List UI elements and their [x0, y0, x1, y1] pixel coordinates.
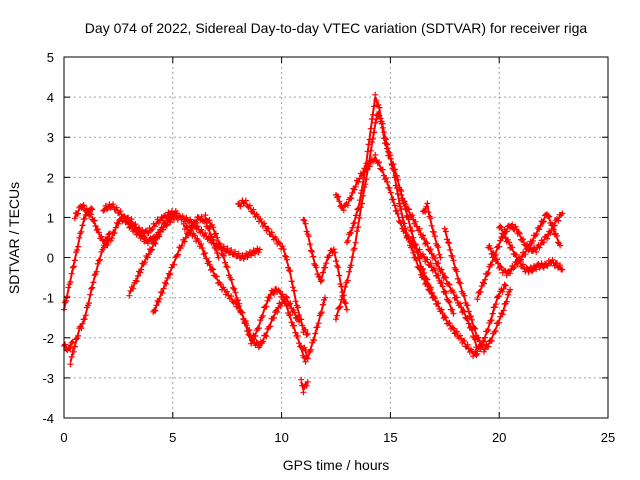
- plot-frame: [63, 56, 609, 419]
- series-layer: [61, 91, 566, 396]
- y-tick-label: 1: [47, 210, 54, 225]
- data-series-track-11: [298, 376, 311, 396]
- y-tick-label: 5: [47, 50, 54, 65]
- data-series-track-18: [420, 200, 444, 261]
- x-tick-label: 15: [383, 430, 397, 445]
- series-line: [345, 96, 478, 355]
- data-series-track-12: [300, 294, 329, 362]
- data-series-track-22: [496, 223, 566, 275]
- series-markers: [333, 152, 457, 317]
- data-series-track-19: [441, 225, 514, 355]
- y-tick-label: -1: [42, 291, 54, 306]
- series-markers: [67, 230, 113, 368]
- x-tick-label: 25: [601, 430, 615, 445]
- series-line: [237, 200, 309, 335]
- series-line: [102, 204, 261, 259]
- x-axis-label: GPS time / hours: [283, 457, 390, 473]
- data-series-track-17: [398, 192, 509, 355]
- data-series-track-9: [202, 212, 309, 365]
- chart-title: Day 074 of 2022, Sidereal Day-to-day VTE…: [85, 20, 588, 36]
- axis-ticks: 0 5 10 15 20 25 -4 -3 -2 -1 0 1 2 3 4 5: [42, 50, 615, 445]
- x-tick-label: 5: [169, 430, 176, 445]
- series-markers: [496, 223, 566, 275]
- y-tick-label: -2: [42, 331, 54, 346]
- y-tick-label: 2: [47, 170, 54, 185]
- data-series-track-6: [126, 210, 178, 299]
- series-markers: [300, 294, 329, 362]
- y-axis-label: SDTVAR / TECUs: [6, 182, 22, 294]
- series-markers: [441, 225, 514, 355]
- series-markers: [100, 201, 263, 262]
- y-tick-label: 3: [47, 130, 54, 145]
- y-tick-label: -3: [42, 371, 54, 386]
- series-markers: [485, 211, 564, 279]
- series-markers: [202, 212, 309, 365]
- data-series-track-8: [180, 220, 302, 351]
- series-markers: [298, 376, 311, 396]
- data-series-track-13: [300, 216, 350, 313]
- x-tick-label: 0: [60, 430, 67, 445]
- series-markers: [235, 197, 311, 338]
- data-series-track-15: [343, 91, 481, 360]
- data-series-track-7: [150, 213, 222, 315]
- y-tick-label: -4: [42, 411, 54, 426]
- series-markers: [180, 220, 302, 351]
- x-tick-label: 10: [274, 430, 288, 445]
- series-markers: [300, 216, 350, 313]
- data-series-track-10: [235, 197, 311, 338]
- series-markers: [420, 200, 444, 261]
- data-series-track-16: [333, 152, 457, 317]
- data-series-track-5: [100, 201, 263, 262]
- y-tick-label: 4: [47, 90, 54, 105]
- series-markers: [343, 91, 481, 360]
- series-markers: [398, 192, 509, 355]
- data-series-track-3: [67, 230, 113, 368]
- x-tick-label: 20: [492, 430, 506, 445]
- series-markers: [126, 210, 178, 299]
- data-series-track-21: [485, 211, 564, 279]
- y-tick-label: 0: [47, 251, 54, 266]
